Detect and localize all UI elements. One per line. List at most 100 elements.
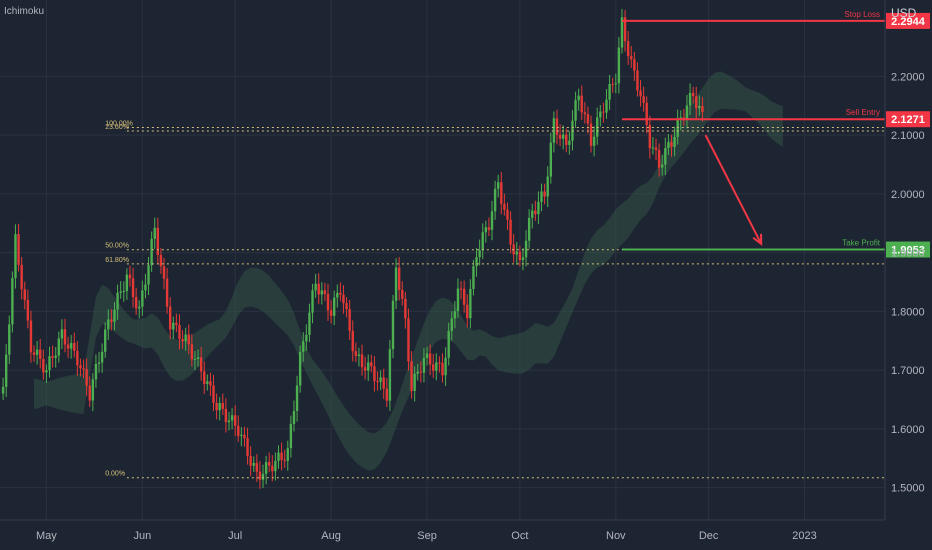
candle-body xyxy=(422,358,426,373)
fib-label: 61.80% xyxy=(105,257,129,264)
candle-body xyxy=(410,361,413,391)
candle-body xyxy=(698,105,701,109)
indicator-name[interactable]: Ichimoku xyxy=(4,6,45,17)
candle-up xyxy=(45,364,48,384)
candle-up xyxy=(1,377,5,401)
candle-down xyxy=(29,310,33,363)
candle-down xyxy=(76,341,79,376)
candle-body xyxy=(209,381,212,386)
candle-down xyxy=(509,211,512,254)
candle-down xyxy=(419,361,423,383)
candle-down xyxy=(657,143,661,177)
time-tick-label: May xyxy=(36,530,57,542)
currency-label: USD xyxy=(891,6,917,20)
candle-up xyxy=(478,239,481,266)
candle-down xyxy=(63,318,67,353)
candle-body xyxy=(193,358,197,360)
candle-body xyxy=(444,357,447,376)
candle-body xyxy=(592,136,596,146)
candle-down xyxy=(438,356,441,373)
candle-body xyxy=(543,191,546,197)
candle-up xyxy=(298,345,302,393)
trend-arrow xyxy=(704,134,763,246)
candle-body xyxy=(527,217,531,241)
time-axis: May Jun Jul Aug Sep Oct Nov Dec 2023 xyxy=(0,519,885,542)
candle-body xyxy=(298,351,302,386)
candle-up xyxy=(549,132,553,184)
candle-up xyxy=(261,464,265,488)
candle-up xyxy=(552,111,556,153)
candle-down xyxy=(404,291,407,329)
candle-up xyxy=(150,231,153,272)
candle-up xyxy=(4,344,8,397)
candle-body xyxy=(165,278,169,307)
candle-up xyxy=(698,95,701,116)
candle-up xyxy=(97,352,101,373)
candle-body xyxy=(614,83,617,85)
candle-body xyxy=(546,176,549,197)
candle-down xyxy=(82,359,85,379)
candle-up xyxy=(227,411,231,431)
candle-down xyxy=(159,247,163,274)
candle-body xyxy=(466,304,469,319)
candle-down xyxy=(209,372,212,396)
candle-body xyxy=(332,297,336,316)
candle-up xyxy=(453,301,457,329)
candle-up xyxy=(422,348,426,383)
candle-body xyxy=(568,140,571,145)
candle-body xyxy=(187,334,190,345)
candle-body xyxy=(168,306,172,330)
candle-up xyxy=(35,340,39,365)
candle-up xyxy=(141,280,144,316)
candle-body xyxy=(268,462,271,466)
candle-up xyxy=(673,126,676,157)
candle-body xyxy=(379,377,382,382)
fib-label: 100.00% xyxy=(105,121,133,128)
candle-down xyxy=(187,324,190,355)
candle-up xyxy=(314,274,317,298)
candle-body xyxy=(664,148,667,165)
candle-up xyxy=(94,354,98,388)
candle-body xyxy=(558,134,562,139)
candle-body xyxy=(329,310,333,316)
candle-body xyxy=(82,368,85,370)
candle-body xyxy=(561,134,565,139)
price-tick-label: 1.6000 xyxy=(891,424,925,436)
candle-body xyxy=(227,420,231,423)
candle-body xyxy=(574,100,577,121)
candle-up xyxy=(240,427,243,447)
time-tick-label: Oct xyxy=(511,530,528,542)
candle-up xyxy=(119,281,122,299)
candle-body xyxy=(515,251,518,255)
candle-body xyxy=(150,238,153,266)
candle-up xyxy=(206,374,209,391)
fib-label: 0.00% xyxy=(105,471,125,478)
candle-up xyxy=(521,248,525,271)
candle-body xyxy=(453,311,457,319)
candle-up xyxy=(379,370,382,391)
candle-down xyxy=(73,332,76,358)
candle-body xyxy=(224,408,228,423)
candle-down xyxy=(243,426,246,447)
candle-body xyxy=(549,142,553,177)
candle-up xyxy=(302,332,305,362)
candle-up xyxy=(367,354,370,382)
trade-levels: Stop Loss 2.2944 Sell Entry 2.1271 Take Prof… xyxy=(621,10,930,258)
candle-body xyxy=(274,460,277,472)
candle-down xyxy=(602,102,605,123)
candle-up xyxy=(481,223,484,260)
candle-down xyxy=(317,273,320,304)
price-tick-label: 1.7000 xyxy=(891,365,925,377)
candle-down xyxy=(23,281,26,310)
candle-down xyxy=(611,77,614,93)
candle-body xyxy=(100,351,104,363)
candle-down xyxy=(26,289,30,329)
candle-body xyxy=(63,329,67,345)
candle-up xyxy=(475,248,478,277)
candle-body xyxy=(565,134,568,145)
candle-up xyxy=(596,107,599,145)
cloud-area xyxy=(34,71,783,471)
candle-up xyxy=(336,284,339,308)
candle-down xyxy=(221,393,224,416)
